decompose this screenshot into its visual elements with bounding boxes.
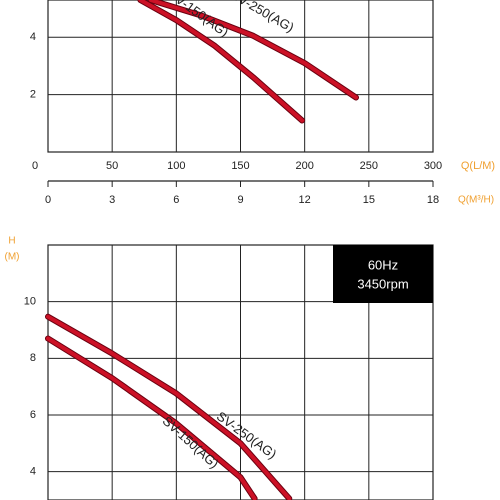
y-axis-label: H [8,236,15,247]
y-tick-label: 6 [30,409,36,421]
x-tick-label: 200 [295,160,313,172]
annotation-box [333,245,433,303]
curve [46,314,292,500]
x2-tick-label: 9 [237,194,243,206]
curve [148,0,358,100]
x2-tick-label: 18 [427,194,439,206]
y-tick-label: 4 [30,31,36,43]
x-tick-label: 50 [106,160,118,172]
curve-outline [147,0,359,101]
y-tick-label: 2 [30,89,36,101]
x-tick-label: 100 [167,160,185,172]
y-tick-label: 4 [30,466,36,478]
x-tick-label: 0 [32,160,38,172]
curve [138,0,305,123]
x2-tick-label: 15 [363,194,375,206]
x-tick-label: 150 [231,160,249,172]
curve [46,336,257,500]
annotation: 3450rpm [357,276,408,291]
x2-tick-label: 3 [109,194,115,206]
y-axis-label: (M) [5,252,20,263]
x-tick-label: 250 [360,160,378,172]
x2-tick-label: 6 [173,194,179,206]
x2-tick-label: 0 [45,194,51,206]
x-axis-label: Q(L/M) [461,160,495,172]
annotation: 60Hz [368,257,398,272]
x-tick-label: 300 [424,160,442,172]
x2-tick-label: 12 [299,194,311,206]
y-tick-label: 10 [24,296,36,308]
y-tick-label: 8 [30,352,36,364]
x2-axis-label: Q(M³/H) [458,195,494,206]
